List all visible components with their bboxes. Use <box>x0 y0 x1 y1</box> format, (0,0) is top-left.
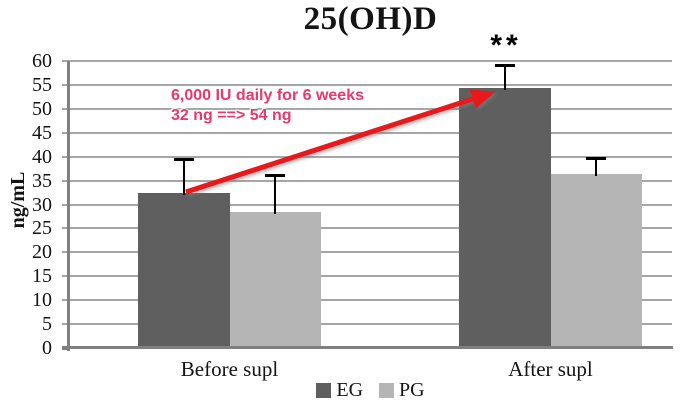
ytick-label-10: 10 <box>32 289 52 312</box>
y-axis-line <box>67 61 70 351</box>
gridline-40 <box>62 155 672 158</box>
gridline-60 <box>62 60 672 62</box>
gridline-45 <box>62 131 672 134</box>
legend: EG PG <box>69 379 672 402</box>
x-axis-line <box>62 346 673 349</box>
error-bar-cap <box>265 173 286 177</box>
xcat-label-before: Before supl <box>180 357 279 381</box>
legend-swatch-eg-icon <box>316 383 332 398</box>
legend-label-pg: PG <box>399 379 425 401</box>
legend-item-pg: PG <box>379 379 425 402</box>
ytick-label-35: 35 <box>32 169 52 192</box>
ytick-label-50: 50 <box>32 97 52 120</box>
ytick-label-0: 0 <box>42 337 52 359</box>
ytick-label-60: 60 <box>32 50 52 72</box>
gridline-10 <box>62 299 672 302</box>
gridline-15 <box>62 275 672 278</box>
annotation-line-1: 6,000 IU daily for 6 weeks <box>171 87 364 104</box>
ytick-label-30: 30 <box>32 193 52 216</box>
gridline-50 <box>62 107 672 110</box>
gridline-55 <box>62 83 672 86</box>
ytick-label-5: 5 <box>42 313 52 336</box>
plot-area: 0 5 10 15 20 25 30 35 40 45 50 55 60 Before supl After… <box>32 50 673 381</box>
error-bar-line <box>274 176 277 215</box>
gridline-5 <box>62 323 672 326</box>
bar-before-pg <box>229 212 321 346</box>
legend-swatch-pg-icon <box>379 383 395 398</box>
annotation-text: 6,000 IU daily for 6 weeks 32 ng ==> 54 … <box>171 86 364 126</box>
error-bar-line <box>182 161 185 195</box>
ytick-label-45: 45 <box>32 121 52 144</box>
error-bar-cap <box>173 158 194 162</box>
ytick-label-55: 55 <box>32 73 52 96</box>
significance-stars: ** <box>490 29 522 62</box>
bar-after-eg <box>459 87 551 346</box>
legend-label-eg: EG <box>336 379 364 401</box>
error-bar-line <box>503 67 506 90</box>
annotation-line-2: 32 ng ==> 54 ng <box>171 107 292 124</box>
ytick-label-25: 25 <box>32 217 52 240</box>
gridline-20 <box>62 251 672 254</box>
ytick-label-15: 15 <box>32 265 52 288</box>
gridline-30 <box>62 203 672 206</box>
ytick-label-40: 40 <box>32 145 52 168</box>
error-bar-cap <box>586 157 607 161</box>
bar-before-eg <box>138 192 230 346</box>
error-bar-cap <box>494 64 515 68</box>
legend-item-eg: EG <box>316 379 363 402</box>
xcat-label-after: After supl <box>508 357 593 381</box>
error-bar-line <box>595 160 598 176</box>
chart-title: 25(OH)D <box>303 1 438 37</box>
gridline-25 <box>62 227 672 230</box>
ytick-label-20: 20 <box>32 241 52 264</box>
bar-after-pg <box>550 173 642 346</box>
